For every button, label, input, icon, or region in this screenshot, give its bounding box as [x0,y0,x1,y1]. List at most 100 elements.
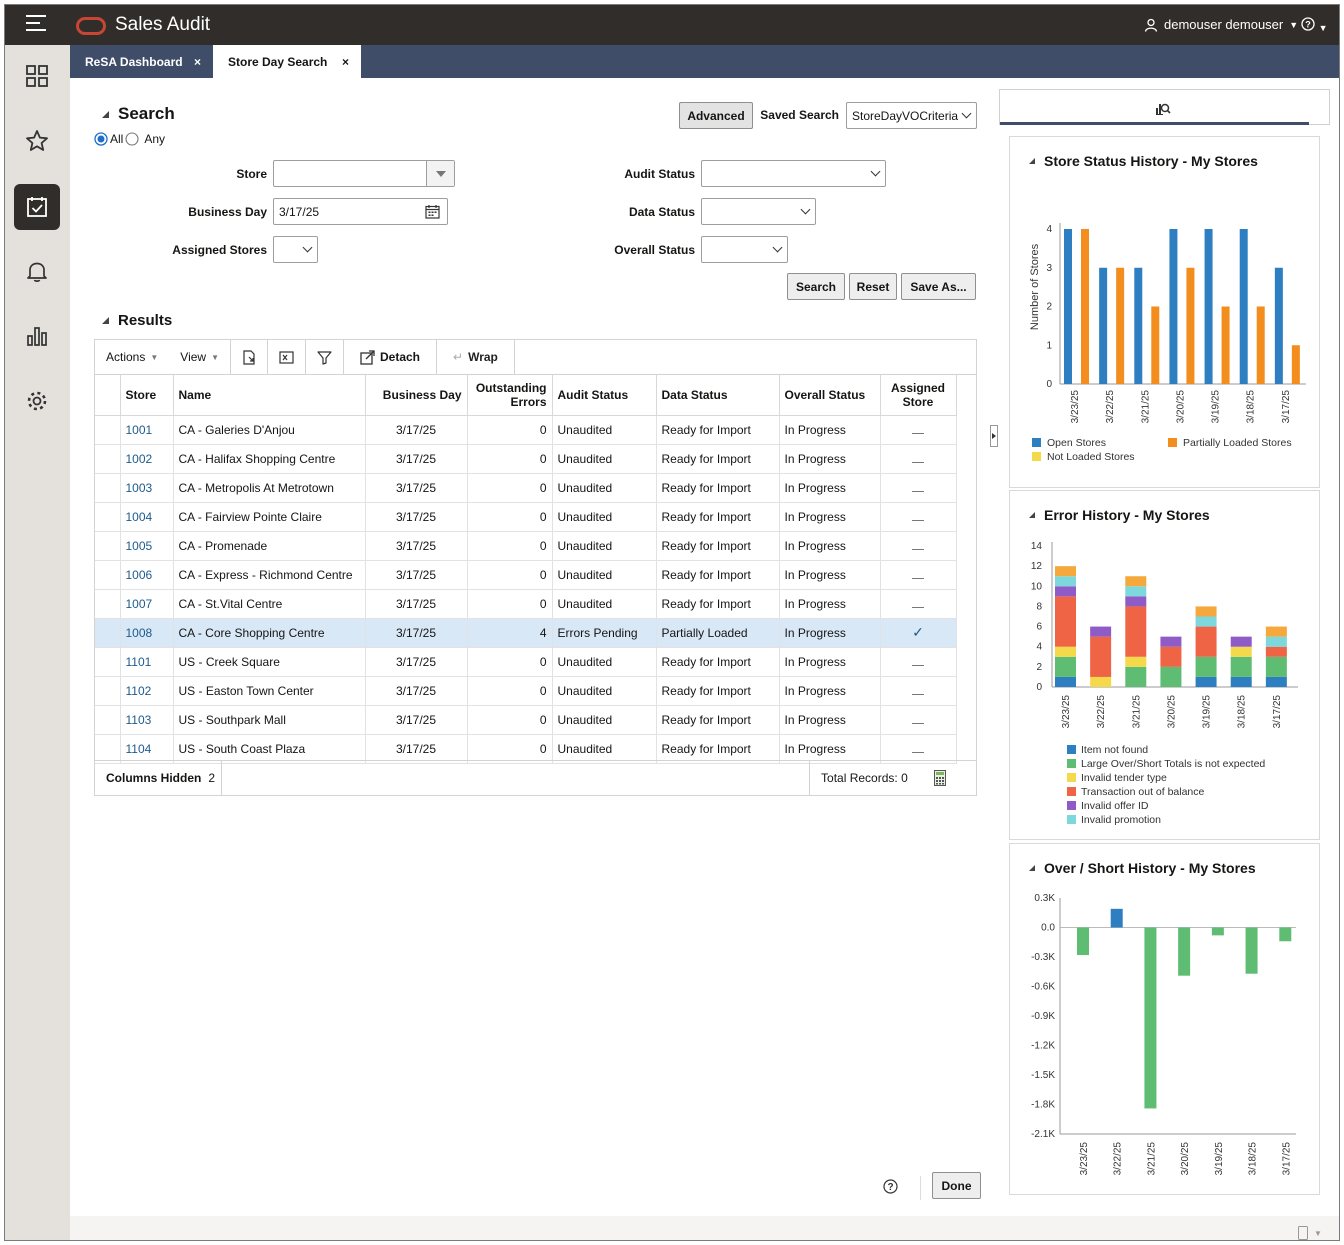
store-cell[interactable]: 1101 [120,647,174,677]
store-cell[interactable]: 1002 [120,444,174,474]
panel-splitter-handle[interactable] [990,425,998,447]
bar-segment [1160,646,1182,667]
col-name[interactable]: Name [173,375,366,416]
search-header[interactable]: Search [101,104,175,124]
store-status-header[interactable]: Store Status History - My Stores [1028,153,1258,169]
bar [1178,927,1191,976]
bar [1204,229,1213,384]
y-tick-label: 4 [1036,642,1042,653]
radio-any[interactable] [125,132,139,146]
table-row[interactable]: 1101 US - Creek Square 3/17/25 0 Unaudited Re… [95,647,957,677]
overall-status-cell: In Progress [779,676,881,706]
table-row[interactable]: 1002 CA - Halifax Shopping Centre 3/17/25 0… [95,444,957,474]
user-menu[interactable]: demouser demouser ▼ [1144,17,1298,32]
store-cell[interactable]: 1006 [120,560,174,590]
saved-search-select[interactable]: StoreDayVOCriteria [846,102,977,129]
legend-swatch [1067,745,1076,754]
done-button[interactable]: Done [932,1172,981,1199]
results-title: Results [118,312,173,329]
store-cell[interactable]: 1003 [120,473,174,503]
help-menu[interactable]: ? ▼ [1301,17,1328,34]
menu-icon[interactable] [26,15,46,33]
save-as-button[interactable]: Save As... [901,273,976,300]
x-tick-label: 3/18/25 [1246,390,1257,424]
detach-button[interactable]: Detach [344,339,438,375]
store-cell[interactable]: 1001 [120,415,174,445]
col-audit-status[interactable]: Audit Status [552,375,657,416]
store-cell[interactable]: 1004 [120,502,174,532]
store-cell[interactable]: 1103 [120,705,174,735]
nav-favorites[interactable] [14,118,60,164]
right-panel-tab[interactable] [999,89,1330,125]
audit-status-select[interactable] [701,160,886,187]
advanced-button[interactable]: Advanced [679,102,753,129]
table-row[interactable]: 1104 US - South Coast Plaza 3/17/25 0 Unaudi… [95,734,957,764]
store-cell[interactable]: 1005 [120,531,174,561]
row-header-cell [95,676,121,706]
table-row[interactable]: 1001 CA - Galeries D'Anjou 3/17/25 0 Unaudit… [95,415,957,445]
store-cell[interactable]: 1008 [120,618,174,648]
radio-all[interactable] [94,132,108,146]
calculator-icon[interactable] [933,770,946,786]
assigned-stores-select[interactable] [273,236,318,263]
search-button[interactable]: Search [787,273,845,300]
over-short-header[interactable]: Over / Short History - My Stores [1028,860,1256,876]
dash-icon [912,461,924,463]
col-outstanding-errors[interactable]: Outstanding Errors [467,375,553,416]
table-row[interactable]: 1006 CA - Express - Richmond Centre 3/17/2… [95,560,957,590]
tab-resa-dashboard[interactable]: ReSA Dashboard × [70,45,213,78]
table-row[interactable]: 1103 US - Southpark Mall 3/17/25 0 Unaudited… [95,705,957,735]
overall-status-select[interactable] [701,236,788,263]
audit-status-cell: Unaudited [552,473,657,503]
col-overall-status[interactable]: Overall Status [779,375,881,416]
table-row[interactable]: 1003 CA - Metropolis At Metrotown 3/17/25 0… [95,473,957,503]
col-business-day[interactable]: Business Day [365,375,468,416]
table-header-row: Store Name Business Day Outstanding Erro… [95,375,957,416]
table-row[interactable]: 1008 CA - Core Shopping Centre 3/17/25 4 Err… [95,618,957,648]
y-tick-label: 2 [1046,302,1052,313]
calendar-icon[interactable] [425,204,440,219]
excel-button[interactable] [268,339,306,375]
store-cell[interactable]: 1007 [120,589,174,619]
close-icon[interactable]: × [193,54,201,69]
filter-button[interactable] [306,339,344,375]
nav-dashboard[interactable] [14,53,60,99]
table-row[interactable]: 1005 CA - Promenade 3/17/25 0 Unaudited Ready… [95,531,957,561]
divider [920,1176,921,1200]
chevron-down-icon [302,242,313,253]
reset-button[interactable]: Reset [849,273,897,300]
table-row[interactable]: 1102 US - Easton Town Center 3/17/25 0 Unaud… [95,676,957,706]
dash-icon [912,722,924,724]
data-status-cell: Ready for Import [656,734,780,764]
detach-icon [360,349,375,365]
data-status-select[interactable] [701,198,816,225]
nav-settings[interactable] [14,378,60,424]
device-menu[interactable]: ▼ [1298,1226,1322,1240]
y-tick-label: 8 [1036,601,1042,612]
help-icon[interactable]: ? [883,1179,898,1194]
nav-reports[interactable] [14,313,60,359]
table-row[interactable]: 1007 CA - St.Vital Centre 3/17/25 0 Unaudite… [95,589,957,619]
wrap-button[interactable]: ↵ Wrap [437,339,515,375]
col-assigned-store[interactable]: Assigned Store [880,375,957,416]
name-cell: CA - Promenade [173,531,366,561]
x-tick-label: 3/22/25 [1105,390,1116,424]
store-lov-button[interactable] [426,161,454,186]
close-icon[interactable]: × [341,54,349,69]
results-header[interactable]: Results [101,312,172,329]
store-cell[interactable]: 1104 [120,734,174,764]
bar [1279,927,1292,942]
table-row[interactable]: 1004 CA - Fairview Pointe Claire 3/17/25 0 U… [95,502,957,532]
export-button[interactable] [231,339,268,375]
nav-notifications[interactable] [14,248,60,294]
nav-tasks[interactable] [14,184,60,230]
store-cell[interactable]: 1102 [120,676,174,706]
business-day-input[interactable]: 3/17/25 [273,198,448,225]
col-data-status[interactable]: Data Status [656,375,780,416]
actions-menu[interactable]: Actions ▼ [95,340,169,375]
tab-store-day-search[interactable]: Store Day Search × [213,45,361,78]
col-store[interactable]: Store [120,375,174,416]
view-menu[interactable]: View ▼ [169,339,231,375]
store-input[interactable] [273,160,455,187]
error-history-header[interactable]: Error History - My Stores [1028,507,1210,523]
